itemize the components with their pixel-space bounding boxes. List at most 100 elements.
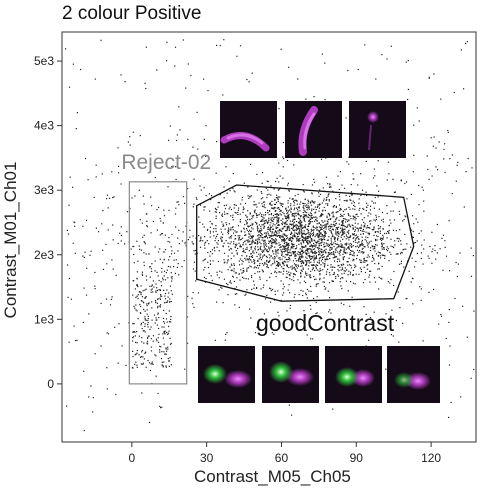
data-point [338,235,340,237]
cell-thumbnail [325,346,382,403]
data-point [308,225,310,227]
data-point [301,247,303,249]
data-point [343,224,345,226]
data-point [209,260,211,262]
data-point [324,99,326,101]
data-point [280,230,282,232]
data-point [131,366,134,369]
data-point [167,346,169,348]
data-point [139,291,141,293]
data-point [310,258,312,261]
data-point [374,231,376,234]
data-point [330,223,332,225]
data-point [289,274,291,277]
data-point [263,264,265,266]
data-point [454,297,456,300]
data-point [272,239,274,241]
data-point [67,233,70,235]
data-point [69,176,71,178]
data-point [342,220,344,222]
data-point [277,214,279,216]
data-point [260,236,262,238]
data-point [269,224,271,226]
data-point [72,186,74,188]
data-point [234,230,236,232]
data-point [318,257,321,259]
data-point [390,329,392,331]
data-point [341,231,343,233]
data-point [275,267,277,269]
data-point [151,205,153,207]
data-point [301,246,303,248]
data-point [363,208,365,211]
data-point [366,268,369,270]
data-point [147,335,150,337]
data-point [379,227,381,229]
data-point [296,233,298,235]
data-point [260,243,262,245]
data-point [281,254,283,256]
data-point [290,211,292,213]
data-point [373,259,375,261]
data-point [310,290,312,292]
data-point [297,225,299,228]
data-point [271,245,273,247]
data-point [348,195,351,197]
data-point [254,272,256,275]
data-point [225,166,227,168]
data-point [269,241,271,243]
good-contrast-gate[interactable] [196,184,415,302]
data-point [366,194,368,197]
data-point [298,228,300,230]
data-point [163,330,165,333]
data-point [227,294,229,296]
data-point [345,238,347,240]
data-point [318,261,320,263]
data-point [283,242,285,245]
data-point [148,335,150,337]
data-point [142,321,144,323]
data-point [237,235,239,237]
data-point [319,250,321,252]
reject-gate[interactable] [128,181,188,385]
data-point [216,242,218,244]
data-point [262,201,264,203]
data-point [171,253,173,255]
data-point [339,209,341,211]
data-point [341,225,343,227]
data-point [373,234,375,236]
data-point [359,261,362,263]
data-point [278,244,280,246]
data-point [298,217,300,219]
data-point [297,251,299,253]
data-point [303,207,305,209]
data-point [414,241,417,244]
data-point [340,209,342,211]
data-point [326,223,328,225]
data-point [313,259,315,261]
data-point [241,259,243,262]
data-point [318,222,320,225]
data-point [291,237,293,239]
data-point [372,256,374,258]
data-point [144,82,146,84]
data-point [228,223,230,225]
data-point [292,251,294,253]
data-point [306,288,308,291]
data-point [406,198,408,200]
data-point [350,249,352,252]
data-point [291,220,293,222]
data-point [283,238,285,240]
data-point [132,340,134,342]
data-point [238,242,240,244]
data-point [441,237,443,239]
data-point [302,232,304,234]
data-point [245,248,247,250]
data-point [149,285,151,287]
data-point [65,48,67,50]
data-point [267,189,269,191]
data-point [135,309,137,311]
data-point [389,251,391,253]
data-point [93,196,95,198]
data-point [118,165,120,167]
